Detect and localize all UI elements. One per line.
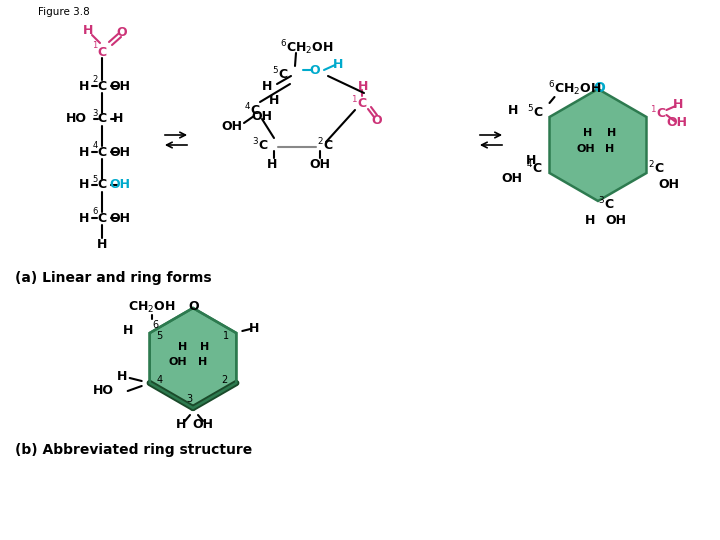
Text: O: O [593, 81, 605, 95]
Text: 3: 3 [92, 109, 98, 118]
Text: (b) Abbreviated ring structure: (b) Abbreviated ring structure [15, 443, 252, 457]
Text: 1: 1 [92, 42, 98, 51]
Text: $^2$C: $^2$C [317, 137, 333, 153]
Text: H: H [179, 342, 188, 352]
Text: OH: OH [501, 172, 522, 185]
Text: (a) Linear and ring forms: (a) Linear and ring forms [15, 271, 212, 285]
Text: $^3$C: $^3$C [598, 195, 614, 212]
Text: H: H [176, 418, 186, 431]
Text: H: H [199, 357, 207, 367]
Text: HO: HO [66, 112, 86, 125]
Text: OH: OH [109, 79, 130, 92]
Text: 3: 3 [186, 394, 192, 404]
Text: $^{6}$CH$_2$OH: $^{6}$CH$_2$OH [280, 39, 333, 57]
Text: OH: OH [251, 110, 272, 123]
Text: $^6$CH$_2$OH: $^6$CH$_2$OH [547, 79, 601, 98]
Text: OH: OH [666, 116, 687, 129]
Text: O: O [117, 25, 127, 38]
Text: $^4$C: $^4$C [526, 160, 543, 176]
Text: O: O [310, 64, 320, 77]
Text: H: H [200, 342, 210, 352]
Text: H: H [78, 212, 89, 225]
Text: OH: OH [109, 145, 130, 159]
Text: OH: OH [658, 179, 679, 192]
Text: H: H [83, 24, 93, 37]
Text: OH: OH [109, 179, 130, 192]
Text: 2: 2 [221, 375, 228, 385]
Text: Figure 3.8: Figure 3.8 [38, 7, 90, 17]
Text: O: O [189, 300, 199, 313]
Text: CH$_2$OH: CH$_2$OH [128, 300, 176, 314]
Text: HO: HO [93, 384, 114, 397]
Text: H: H [78, 79, 89, 92]
Text: $^1$C: $^1$C [650, 105, 667, 122]
Text: OH: OH [109, 212, 130, 225]
Text: OH: OH [222, 119, 243, 132]
Text: H: H [358, 79, 368, 92]
Text: H: H [333, 58, 343, 71]
Text: H: H [113, 112, 123, 125]
Text: $^5$C: $^5$C [271, 66, 288, 82]
Text: C: C [97, 45, 107, 58]
Text: H: H [583, 128, 593, 138]
Text: 6: 6 [92, 207, 98, 217]
Text: C: C [97, 112, 107, 125]
Text: H: H [608, 128, 616, 138]
Polygon shape [549, 89, 647, 201]
Text: H: H [96, 238, 107, 251]
Text: H: H [269, 93, 279, 106]
Text: 5: 5 [156, 331, 163, 341]
Text: H: H [585, 214, 595, 227]
Text: $^5$C: $^5$C [527, 104, 544, 120]
Text: H: H [262, 79, 272, 92]
Text: $^2$C: $^2$C [648, 160, 665, 176]
Text: H: H [673, 98, 684, 111]
Text: OH: OH [168, 357, 187, 367]
Text: $^1$C: $^1$C [351, 94, 367, 111]
Text: OH: OH [310, 158, 330, 171]
Text: H: H [526, 153, 536, 166]
Text: H: H [606, 144, 615, 154]
Text: 5: 5 [92, 174, 98, 184]
Text: C: C [97, 179, 107, 192]
Text: H: H [249, 322, 259, 335]
Text: C: C [97, 145, 107, 159]
Text: $^3$C: $^3$C [251, 137, 268, 153]
Text: 6: 6 [153, 320, 159, 330]
Text: H: H [117, 370, 127, 383]
Text: C: C [97, 79, 107, 92]
Text: 4: 4 [157, 375, 163, 385]
Text: H: H [78, 145, 89, 159]
Text: 4: 4 [92, 141, 98, 151]
Text: H: H [78, 179, 89, 192]
Text: C: C [97, 212, 107, 225]
Text: H: H [508, 105, 518, 118]
Polygon shape [150, 308, 236, 408]
Text: 1: 1 [223, 331, 230, 341]
Text: O: O [372, 113, 382, 126]
Text: H: H [267, 158, 277, 171]
Text: 2: 2 [92, 76, 98, 84]
Text: OH: OH [577, 144, 595, 154]
Text: H: H [122, 323, 133, 336]
Text: $^4$C: $^4$C [244, 102, 260, 118]
Text: OH: OH [606, 214, 626, 227]
Text: OH: OH [192, 418, 214, 431]
